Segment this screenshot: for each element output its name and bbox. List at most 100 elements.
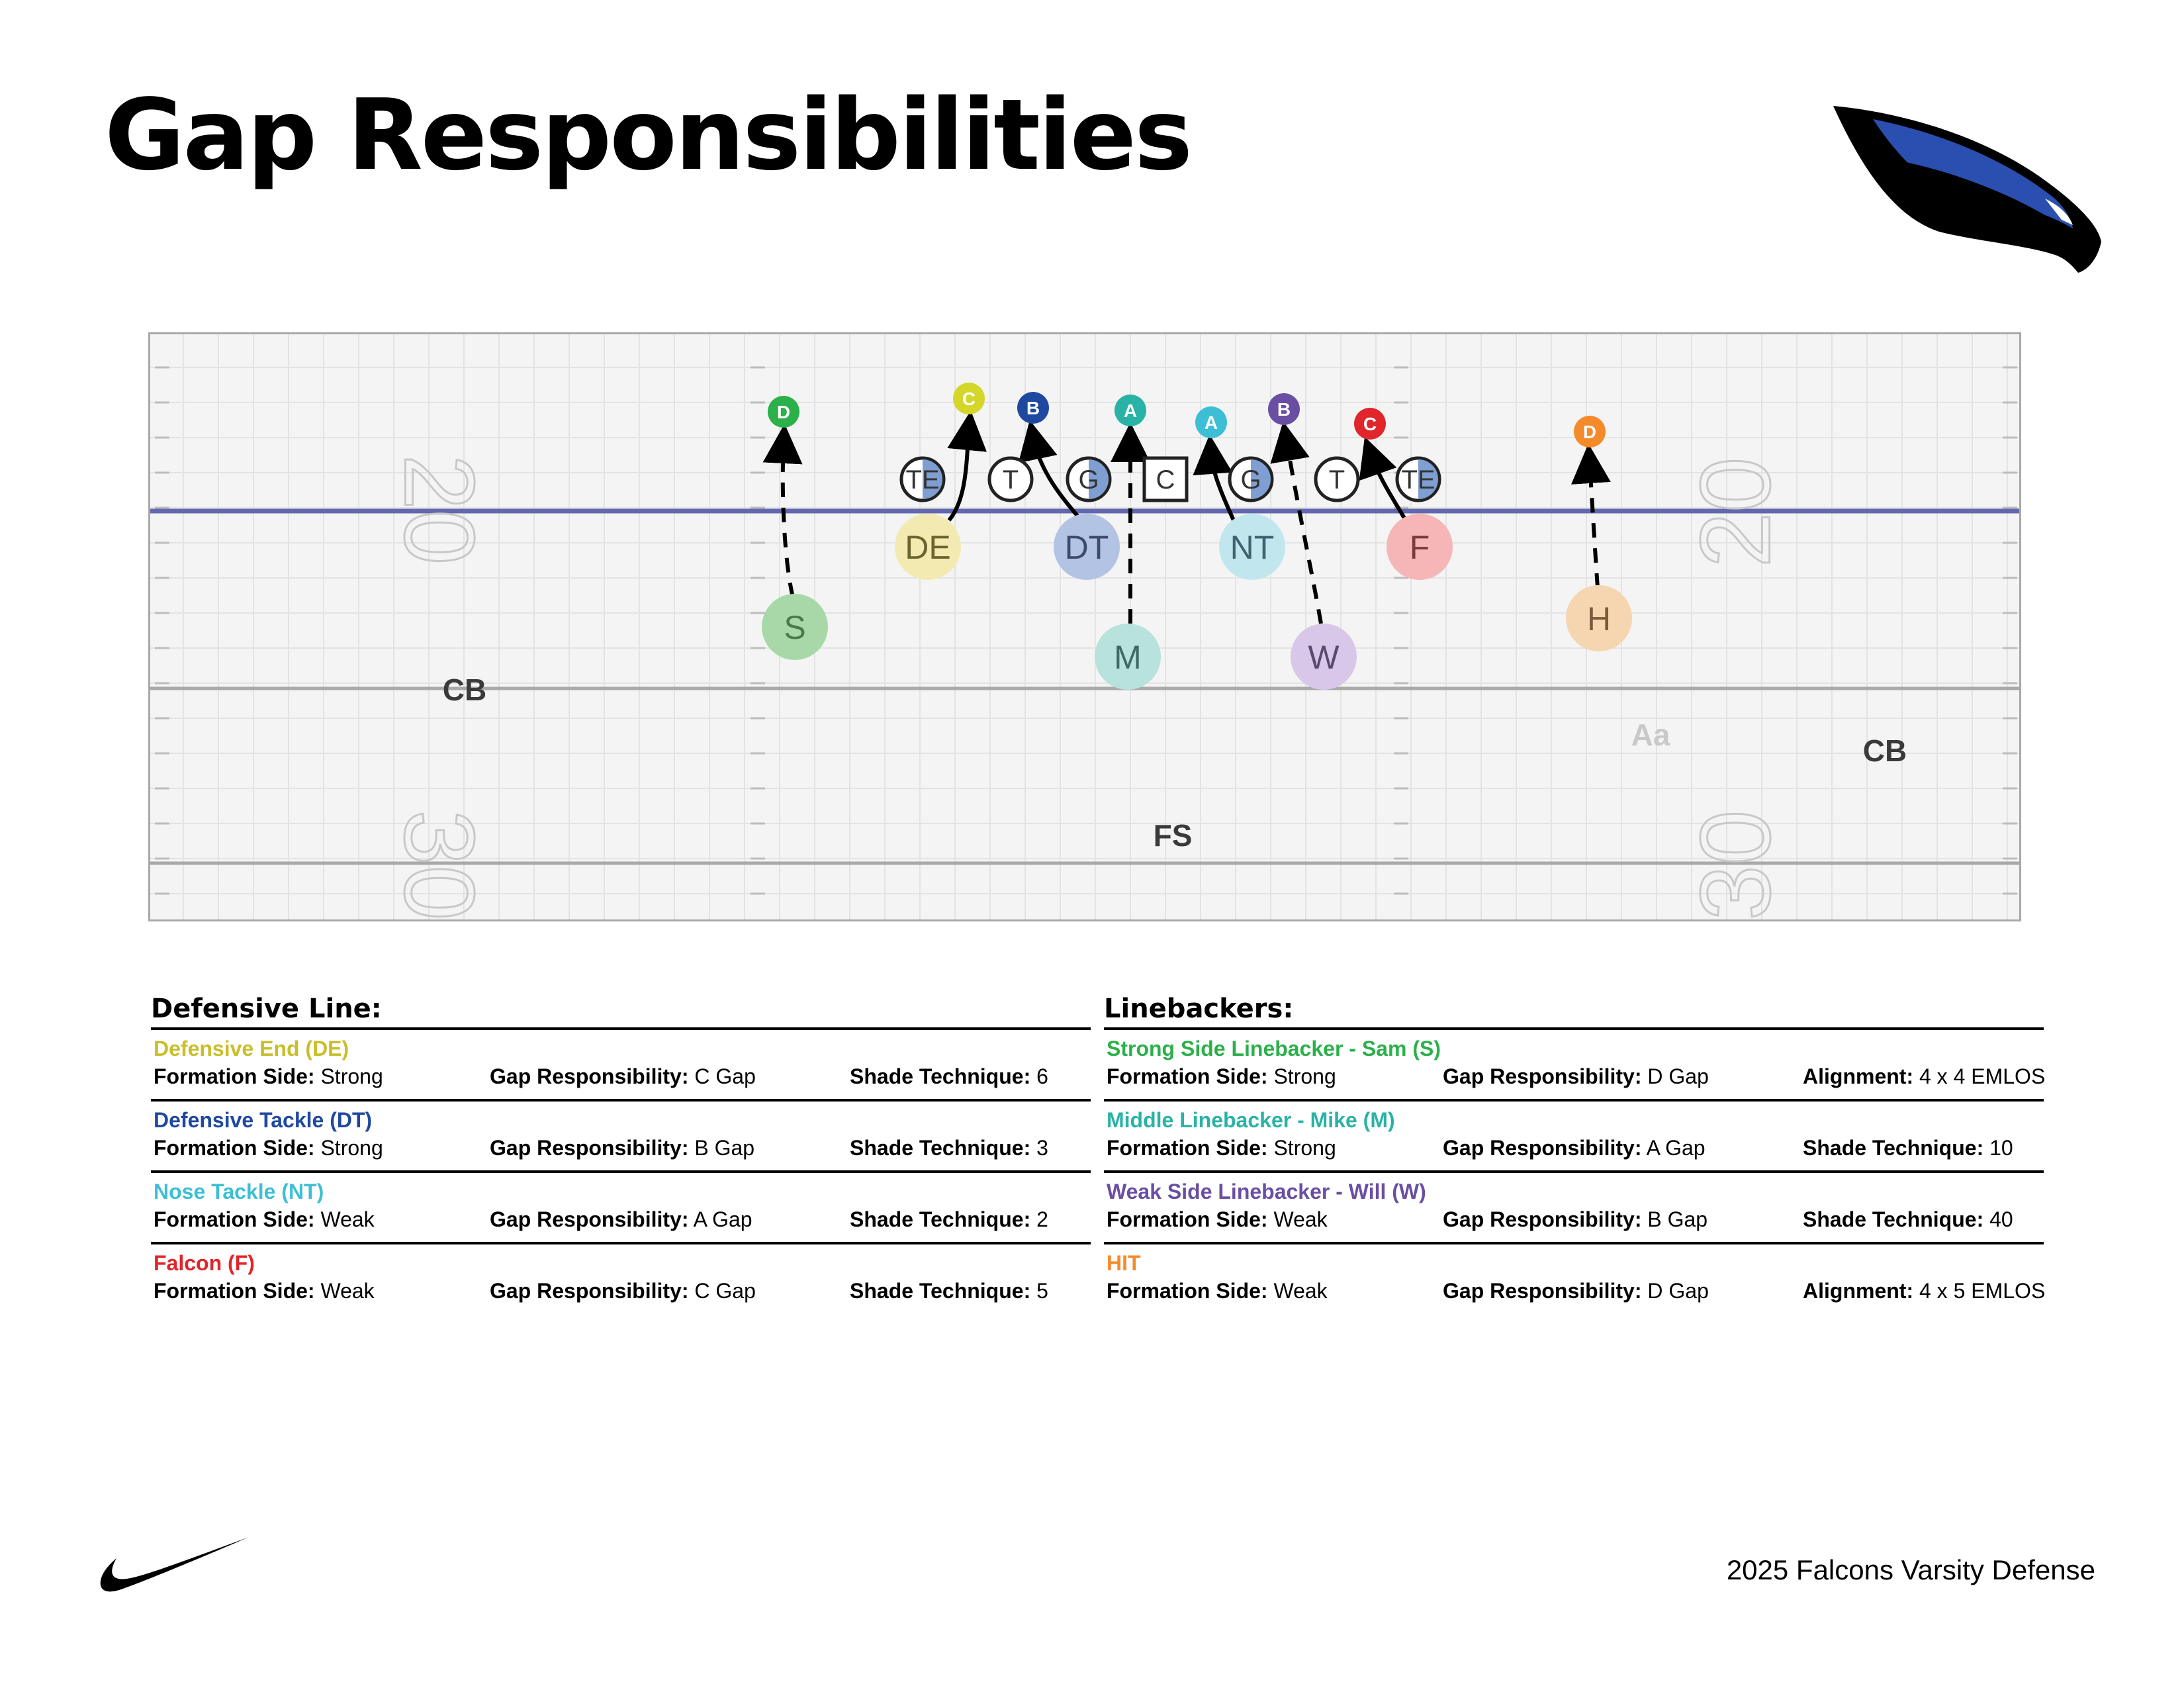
player-responsibility-row: Falcon (F) Formation Side: Weak Gap Resp… xyxy=(151,1244,1091,1316)
gap-marker: C xyxy=(1354,408,1386,440)
formation-side: Formation Side: Strong xyxy=(154,1136,383,1160)
yard-number-20-right: 20 xyxy=(1678,456,1792,569)
formation-side-value: Strong xyxy=(320,1064,383,1088)
defensive-label: W xyxy=(1308,639,1340,676)
defensive-player: DT xyxy=(1054,514,1120,580)
gap-responsibility-label: Gap Responsibility: xyxy=(1443,1064,1642,1088)
player-responsibility-row: HIT Formation Side: Weak Gap Responsibil… xyxy=(1104,1244,2045,1316)
gap-responsibility: Gap Responsibility: D Gap xyxy=(1443,1064,1709,1089)
formation-side: Formation Side: Strong xyxy=(154,1064,383,1089)
yard-number-30-left: 30 xyxy=(383,809,496,921)
gap-dot xyxy=(768,396,799,428)
gap-responsibility-label: Gap Responsibility: xyxy=(1443,1279,1642,1303)
technique-label: Shade Technique: xyxy=(850,1136,1031,1160)
technique-value: 5 xyxy=(1036,1279,1048,1303)
player-name: Defensive End (DE) xyxy=(154,1037,349,1060)
offensive-player: T xyxy=(987,456,1034,502)
gap-responsibility-label: Gap Responsibility: xyxy=(490,1064,689,1088)
gap-marker: C xyxy=(953,383,985,414)
gap-routes xyxy=(762,410,1611,624)
technique-label: Shade Technique: xyxy=(850,1279,1031,1303)
formation-side-value: Weak xyxy=(320,1279,375,1303)
technique-value: 4 x 4 EMLOS xyxy=(1919,1064,2046,1088)
technique-value: 2 xyxy=(1036,1207,1048,1231)
gap-responsibility-value: B Gap xyxy=(694,1136,755,1160)
player-name: HIT xyxy=(1107,1251,1141,1275)
defensive-marker xyxy=(1054,514,1120,580)
formation-side-label: Formation Side: xyxy=(154,1279,315,1303)
gap-dot xyxy=(1268,393,1300,425)
defensive-line-section: Defensive Line: Defensive End (DE) Forma… xyxy=(151,993,1091,1316)
technique: Shade Technique: 40 xyxy=(1803,1207,2013,1232)
gap-marker: B xyxy=(1268,393,1300,425)
technique: Shade Technique: 6 xyxy=(850,1064,1048,1089)
technique-label: Shade Technique: xyxy=(1803,1207,1984,1231)
gap-dot xyxy=(1354,408,1386,440)
defensive-player: M xyxy=(1095,624,1161,690)
formation-side: Formation Side: Weak xyxy=(154,1279,375,1303)
gap-responsibility-label: Gap Responsibility: xyxy=(1443,1136,1642,1160)
gap-responsibility-label: Gap Responsibility: xyxy=(1443,1207,1642,1231)
linebackers-section: Linebackers: Strong Side Linebacker - Sa… xyxy=(1104,993,2045,1316)
field-grid xyxy=(148,332,2021,921)
formation-side-value: Weak xyxy=(320,1207,375,1231)
player-name: Defensive Tackle (DT) xyxy=(154,1108,373,1132)
technique: Alignment: 4 x 4 EMLOS xyxy=(1803,1064,2045,1089)
player-name: Nose Tackle (NT) xyxy=(154,1180,324,1203)
gap-marker: D xyxy=(768,396,799,428)
technique: Shade Technique: 2 xyxy=(850,1207,1048,1232)
shade-half xyxy=(1251,459,1271,499)
formation-side-value: Strong xyxy=(320,1136,383,1160)
technique-value: 3 xyxy=(1036,1136,1048,1160)
player-responsibility-row: Strong Side Linebacker - Sam (S) Formati… xyxy=(1104,1030,2045,1102)
formation-side: Formation Side: Strong xyxy=(1107,1064,1336,1089)
gap-route-arrow xyxy=(1193,434,1236,522)
secondary-label-cb-right: CB xyxy=(1863,733,1907,768)
falcon-logo-icon xyxy=(1833,106,2101,273)
formation-side-label: Formation Side: xyxy=(154,1136,315,1160)
gap-dot xyxy=(953,383,985,414)
offensive-label: T xyxy=(1003,465,1019,494)
technique: Shade Technique: 10 xyxy=(1803,1136,2013,1160)
defensive-players: S DE DT M NT W F H xyxy=(762,514,1632,690)
offensive-player: C xyxy=(1142,456,1189,502)
center-marker xyxy=(1142,456,1189,502)
defensive-label: M xyxy=(1114,639,1142,676)
yard-number-text: 30 xyxy=(384,810,495,921)
player-name: Falcon (F) xyxy=(154,1251,255,1275)
gap-responsibility-label: Gap Responsibility: xyxy=(490,1136,689,1160)
gap-responsibility-label: Gap Responsibility: xyxy=(490,1279,689,1303)
defensive-player: S xyxy=(762,594,828,660)
gap-responsibility-value: D Gap xyxy=(1647,1279,1709,1303)
offensive-label: C xyxy=(1156,465,1175,494)
technique-label: Shade Technique: xyxy=(850,1207,1031,1231)
player-responsibility-row: Defensive End (DE) Formation Side: Stron… xyxy=(151,1030,1091,1102)
defensive-marker xyxy=(762,594,828,660)
gap-marker: A xyxy=(1195,406,1227,438)
defensive-player: NT xyxy=(1219,514,1285,580)
offensive-label: TE xyxy=(1401,465,1435,494)
gap-responsibility: Gap Responsibility: C Gap xyxy=(490,1279,756,1303)
offensive-player: G xyxy=(1228,456,1274,502)
offensive-marker xyxy=(987,456,1034,502)
player-responsibility-row: Nose Tackle (NT) Formation Side: Weak Ga… xyxy=(151,1173,1091,1244)
formation-side-value: Weak xyxy=(1273,1207,1328,1231)
formation-side: Formation Side: Weak xyxy=(1107,1279,1328,1303)
gap-marker: D xyxy=(1574,416,1606,447)
gap-responsibility-label: Gap Responsibility: xyxy=(490,1207,689,1231)
placeholder-text-label: Aa xyxy=(1631,718,1670,752)
formation-side: Formation Side: Strong xyxy=(1107,1136,1336,1160)
page-title: Gap Responsibilities xyxy=(105,78,1193,192)
gap-responsibility-value: C Gap xyxy=(694,1064,756,1088)
formation-side-label: Formation Side: xyxy=(1107,1279,1268,1303)
technique: Alignment: 4 x 5 EMLOS xyxy=(1803,1279,2045,1303)
gap-responsibility-value: A Gap xyxy=(1646,1136,1706,1160)
defensive-label: F xyxy=(1410,529,1430,566)
defensive-marker xyxy=(1291,624,1357,690)
yard-number-30-right: 30 xyxy=(1678,809,1792,921)
gap-dot xyxy=(1195,406,1227,438)
gap-label: B xyxy=(1277,399,1291,420)
formation-side-value: Strong xyxy=(1273,1136,1336,1160)
gap-marker: B xyxy=(1017,392,1049,424)
gap-route-arrow xyxy=(1270,421,1323,624)
